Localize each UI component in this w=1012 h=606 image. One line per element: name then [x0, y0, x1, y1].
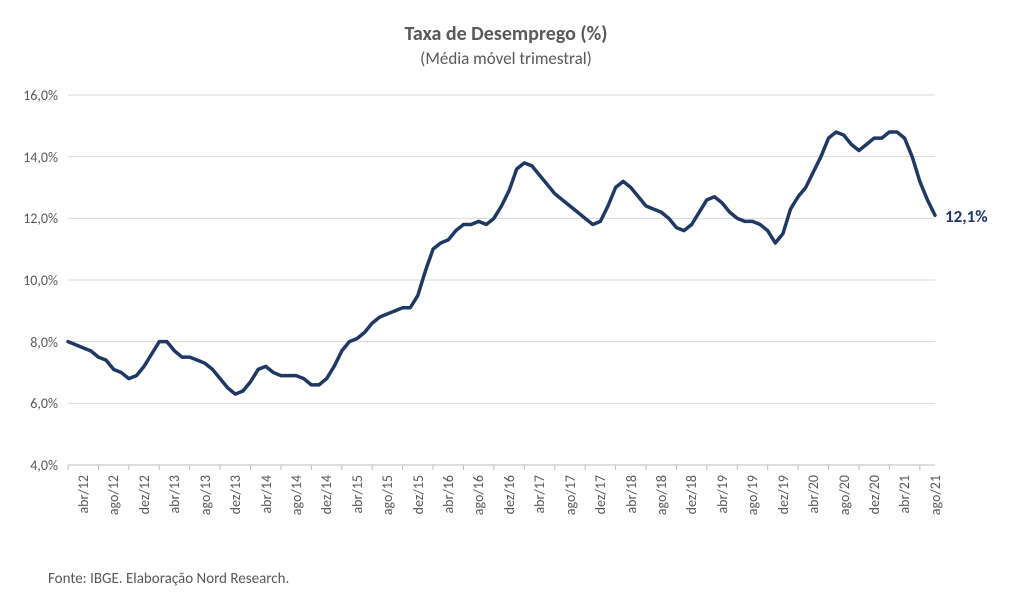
x-tick-label: dez/15 [410, 475, 427, 575]
x-tick-label: abr/12 [75, 475, 92, 575]
x-tick-label: ago/17 [562, 475, 579, 575]
x-tick-label: abr/16 [440, 475, 457, 575]
x-tick-label: dez/17 [592, 475, 609, 575]
x-tick-label: dez/19 [775, 475, 792, 575]
x-tick-label: abr/17 [531, 475, 548, 575]
x-tick-label: abr/18 [623, 475, 640, 575]
x-tick-label: abr/19 [714, 475, 731, 575]
x-tick-label: dez/20 [866, 475, 883, 575]
x-tick-label: ago/18 [653, 475, 670, 575]
x-tick-label: ago/12 [105, 475, 122, 575]
x-tick-label: abr/15 [349, 475, 366, 575]
x-tick-label: ago/20 [836, 475, 853, 575]
x-tick-label: ago/16 [470, 475, 487, 575]
x-tick-label: abr/21 [896, 475, 913, 575]
x-tick-label: dez/18 [683, 475, 700, 575]
x-tick-label: abr/20 [805, 475, 822, 575]
x-tick-label: abr/13 [166, 475, 183, 575]
x-tick-label: dez/12 [136, 475, 153, 575]
x-tick-label: abr/14 [258, 475, 275, 575]
y-tick-label: 16,0% [0, 87, 58, 104]
last-value-label: 12,1% [945, 206, 988, 227]
y-tick-label: 14,0% [0, 149, 58, 166]
y-tick-label: 10,0% [0, 272, 58, 289]
unemployment-chart: Taxa de Desemprego (%) (Média móvel trim… [0, 0, 1012, 606]
y-tick-label: 12,0% [0, 210, 58, 227]
y-tick-label: 4,0% [0, 457, 58, 474]
source-text: Fonte: IBGE. Elaboração Nord Research. [48, 570, 289, 588]
y-tick-label: 6,0% [0, 395, 58, 412]
x-tick-label: ago/14 [288, 475, 305, 575]
y-tick-label: 8,0% [0, 334, 58, 351]
x-tick-label: ago/21 [927, 475, 944, 575]
x-tick-label: ago/13 [197, 475, 214, 575]
x-tick-label: dez/14 [318, 475, 335, 575]
x-tick-label: dez/16 [501, 475, 518, 575]
x-tick-label: dez/13 [227, 475, 244, 575]
x-tick-label: ago/15 [379, 475, 396, 575]
x-tick-label: ago/19 [744, 475, 761, 575]
